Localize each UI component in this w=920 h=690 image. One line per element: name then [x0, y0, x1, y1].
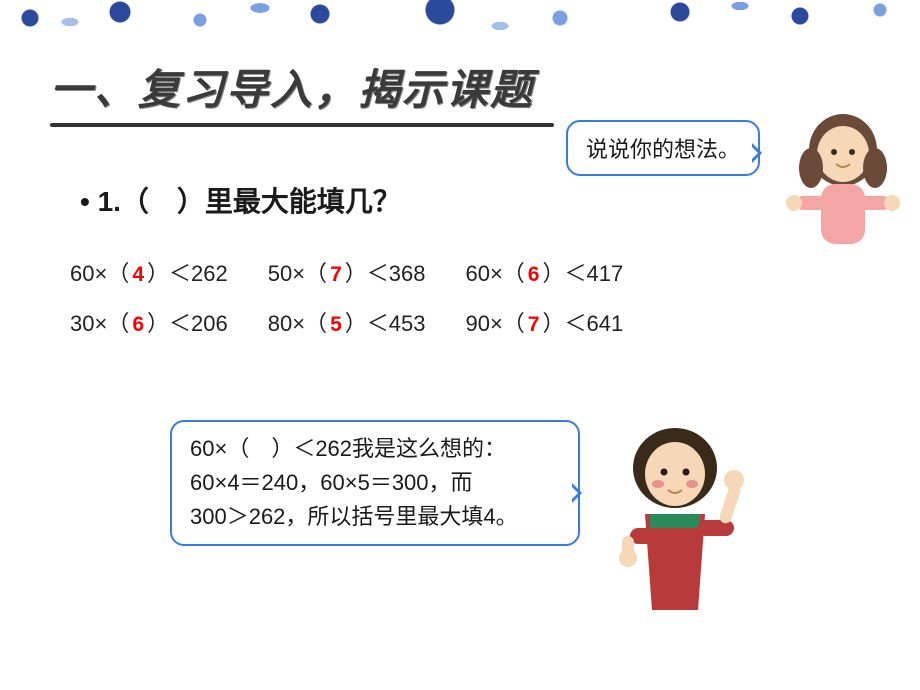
problem-lhs: 80×（	[268, 306, 327, 338]
problem-lhs: 60×（	[465, 256, 524, 288]
problem-cell: 30×（ 6 ）＜206	[70, 306, 228, 338]
problem-cell: 50×（ 7 ）＜368	[268, 256, 426, 288]
problem-rhs: ）＜206	[147, 306, 228, 338]
character-girl-top-icon	[778, 100, 908, 290]
question-text: • 1.（ ）里最大能填几？	[80, 180, 401, 220]
speech-line: 60×4＝240，60×5＝300，而	[190, 466, 560, 500]
speech-bubble-top: 说说你的想法。	[566, 120, 760, 176]
problem-lhs: 90×（	[465, 306, 524, 338]
problem-row: 60×（ 4 ）＜262 50×（ 7 ）＜368 60×（ 6 ）＜417	[70, 256, 880, 288]
speech-line: 300＞262，所以括号里最大填4。	[190, 500, 560, 534]
speech-line: 60×（ ）＜262我是这么想的：	[190, 432, 560, 466]
problem-rhs: ）＜417	[542, 256, 623, 288]
problem-cell: 80×（ 5 ）＜453	[268, 306, 426, 338]
problem-rhs: ）＜262	[147, 256, 228, 288]
problem-answer: 4	[129, 263, 147, 287]
problem-lhs: 30×（	[70, 306, 129, 338]
problem-lhs: 60×（	[70, 256, 129, 288]
problem-answer: 5	[327, 313, 345, 337]
problem-cell: 60×（ 6 ）＜417	[465, 256, 623, 288]
speech-bubble-bottom: 60×（ ）＜262我是这么想的： 60×4＝240，60×5＝300，而 30…	[170, 420, 580, 546]
problem-answer: 7	[327, 263, 345, 287]
problem-rhs: ）＜641	[542, 306, 623, 338]
problem-rhs: ）＜453	[345, 306, 426, 338]
problem-answer: 6	[129, 313, 147, 337]
problem-grid: 60×（ 4 ）＜262 50×（ 7 ）＜368 60×（ 6 ）＜417 3…	[70, 256, 880, 356]
problem-lhs: 50×（	[268, 256, 327, 288]
problem-row: 30×（ 6 ）＜206 80×（ 5 ）＜453 90×（ 7 ）＜641	[70, 306, 880, 338]
problem-rhs: ）＜368	[345, 256, 426, 288]
character-girl-bottom-icon	[600, 410, 750, 630]
problem-answer: 7	[525, 313, 543, 337]
decorative-border	[0, 0, 920, 36]
page-title: 一、复习导入，揭示课题	[50, 56, 534, 117]
problem-cell: 90×（ 7 ）＜641	[465, 306, 623, 338]
problem-answer: 6	[525, 263, 543, 287]
problem-cell: 60×（ 4 ）＜262	[70, 256, 228, 288]
